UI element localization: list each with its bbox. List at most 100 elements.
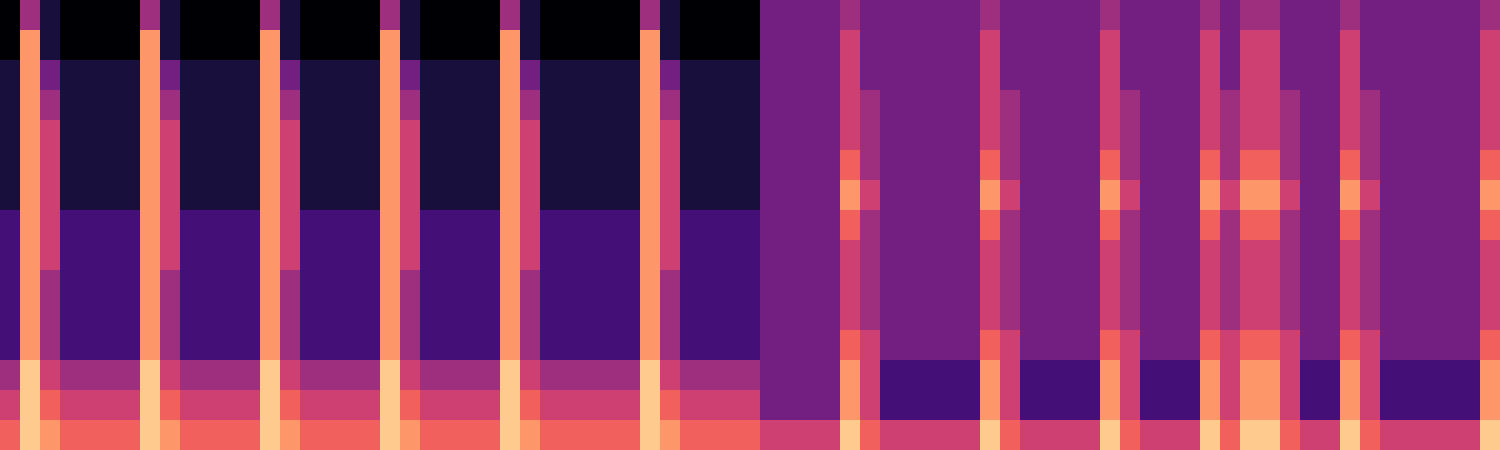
heatmap-cell [180,150,201,181]
heatmap-cell [1380,210,1401,241]
heatmap-cell [1380,390,1401,421]
heatmap-cell [1480,360,1500,391]
heatmap-cell [160,240,181,271]
heatmap-cell [1320,60,1341,91]
heatmap-cell [940,90,961,121]
heatmap-cell [480,330,501,361]
heatmap-cell [560,210,581,241]
heatmap-cell [1040,240,1061,271]
heatmap-cell [900,150,921,181]
heatmap-cell [100,90,121,121]
heatmap-cell [1000,420,1021,450]
heatmap-cell [1020,0,1041,31]
heatmap-cell [1460,390,1481,421]
heatmap-cell [1120,180,1141,211]
heatmap-cell [500,90,521,121]
heatmap-cell [800,300,821,331]
heatmap-cell [1160,60,1181,91]
heatmap-cell [1440,420,1461,450]
heatmap-cell [480,30,501,61]
heatmap-cell [1200,300,1221,331]
heatmap-cell [360,150,381,181]
heatmap-cell [260,90,281,121]
heatmap-cell [500,30,521,61]
heatmap-cell [1100,390,1121,421]
heatmap-cell [1000,240,1021,271]
heatmap-cell [160,270,181,301]
heatmap-cell [140,0,161,31]
heatmap-cell [120,30,141,61]
heatmap-cell [400,30,421,61]
heatmap-cell [1280,150,1301,181]
heatmap-cell [120,210,141,241]
heatmap-cell [1260,120,1281,151]
heatmap-cell [1180,60,1201,91]
heatmap-cell [980,120,1001,151]
heatmap-cell [640,210,661,241]
heatmap-cell [540,240,561,271]
heatmap-cell [1100,150,1121,181]
heatmap-cell [1240,360,1261,391]
heatmap-cell [200,420,221,450]
heatmap-cell [980,0,1001,31]
heatmap-cell [460,30,481,61]
heatmap-cell [400,240,421,271]
heatmap-cell [680,240,701,271]
heatmap-cell [1060,210,1081,241]
heatmap-cell [860,150,881,181]
heatmap-cell [500,300,521,331]
heatmap-cell [1220,240,1241,271]
heatmap-cell [960,60,981,91]
heatmap-cell [320,90,341,121]
heatmap-cell [1000,120,1021,151]
heatmap-cell [0,420,21,450]
heatmap-cell [1480,390,1500,421]
heatmap-cell [660,330,681,361]
heatmap-cell [660,270,681,301]
heatmap-cell [760,30,781,61]
heatmap-cell [640,360,661,391]
heatmap-cell [600,390,621,421]
heatmap-cell [1020,180,1041,211]
heatmap-cell [320,120,341,151]
heatmap-cell [1220,120,1241,151]
heatmap-cell [520,0,541,31]
heatmap-cell [200,300,221,331]
heatmap-cell [400,300,421,331]
heatmap-cell [1300,150,1321,181]
heatmap-cell [780,180,801,211]
heatmap-cell [460,330,481,361]
heatmap-cell [640,120,661,151]
heatmap-cell [40,150,61,181]
heatmap-cell [840,360,861,391]
heatmap-cell [700,210,721,241]
heatmap-cell [980,90,1001,121]
heatmap-cell [780,270,801,301]
heatmap-cell [840,210,861,241]
heatmap-cell [1200,210,1221,241]
heatmap-cell [860,210,881,241]
heatmap-cell [460,210,481,241]
heatmap-cell [180,180,201,211]
heatmap-cell [280,90,301,121]
heatmap-cell [20,150,41,181]
heatmap-cell [100,270,121,301]
heatmap-cell [180,390,201,421]
heatmap-cell [1020,150,1041,181]
heatmap-cell [40,180,61,211]
heatmap-cell [1220,360,1241,391]
heatmap-cell [1260,390,1281,421]
heatmap-cell [160,120,181,151]
heatmap-cell [380,90,401,121]
heatmap-cell [1280,270,1301,301]
heatmap-cell [960,90,981,121]
heatmap-cell [840,240,861,271]
heatmap-cell [80,240,101,271]
heatmap-cell [740,330,761,361]
heatmap-cell [780,300,801,331]
heatmap-cell [500,240,521,271]
heatmap-cell [240,330,261,361]
heatmap-cell [560,240,581,271]
heatmap-cell [700,300,721,331]
heatmap-cell [700,120,721,151]
